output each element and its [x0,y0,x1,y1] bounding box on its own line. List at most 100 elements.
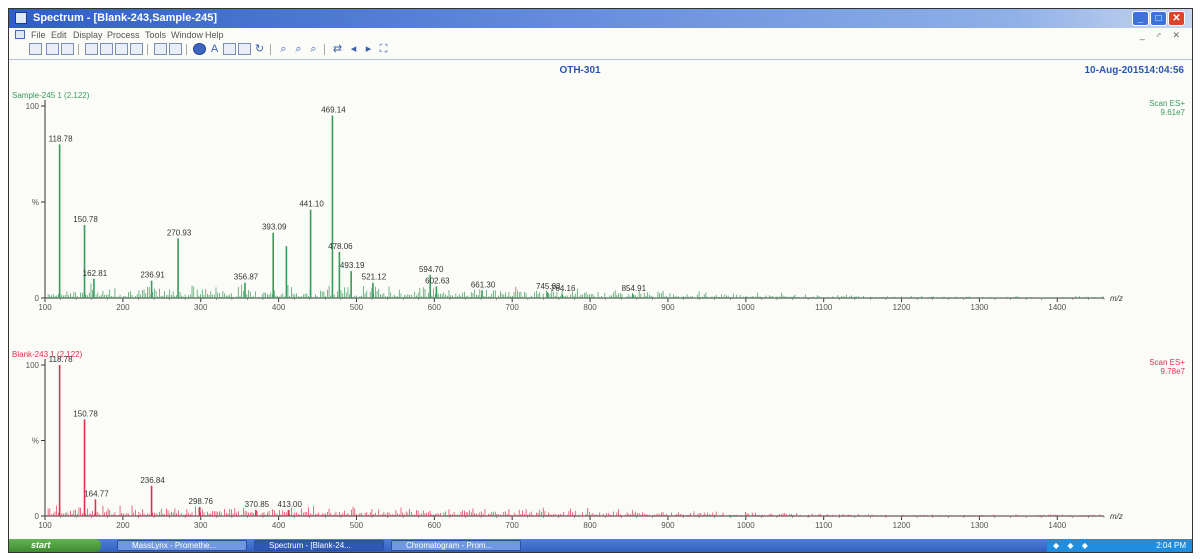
x-tick-label: 1100 [815,521,833,530]
peak-label: 270.93 [167,228,192,237]
peak-label: 236.84 [140,476,165,485]
document-icon[interactable] [15,30,25,39]
peak-label: 493.19 [340,261,365,270]
maximize-button[interactable]: □ [1150,11,1167,26]
menu-window[interactable]: Window [171,30,204,40]
x-axis-label: m/z [1110,512,1123,521]
peak-label: 602.63 [425,276,450,285]
sample-spectrum-panel[interactable]: Sample-245 1 (2.122) Scan ES+9.61e7 m/z 0% 1… [12,91,1186,312]
x-tick-label: 1300 [971,521,989,530]
pointer-icon[interactable]: ⇄ [332,43,343,55]
layout-icon[interactable] [169,43,182,55]
menu-help[interactable]: Help [205,30,224,40]
close-button[interactable]: ✕ [1168,11,1185,26]
move-right-icon[interactable]: ▸ [365,43,372,55]
peak-label: 745.03 [536,282,561,291]
peak-label: 150.78 [73,409,98,418]
x-axis-label: m/z [1110,294,1123,303]
x-tick-label: 500 [350,303,364,312]
refresh-icon[interactable]: ↻ [254,43,265,55]
y-tick-label: % [32,198,39,207]
mdi-controls[interactable]: _ ♂ ✕ [1139,30,1184,40]
x-tick-label: 500 [350,521,364,530]
open-icon[interactable] [29,43,42,55]
title-bar[interactable]: Spectrum - [Blank-243,Sample-245] _ □ ✕ [9,9,1192,28]
peak-label: 393.09 [262,223,287,232]
y-tick-label: 0 [35,294,40,303]
y-tick-label: 100 [26,102,40,111]
y-tick-label: % [32,437,39,446]
menu-edit[interactable]: Edit [51,30,67,40]
x-tick-label: 1200 [893,303,911,312]
x-tick-label: 100 [38,521,52,530]
menu-file[interactable]: File [31,30,46,40]
x-tick-label: 700 [506,303,520,312]
zoom-in-icon[interactable]: ⌕ [280,43,287,55]
edit-icon[interactable] [223,43,236,55]
window-icon[interactable] [154,43,167,55]
menu-display[interactable]: Display [73,30,103,40]
intensity-label: 9.78e7 [1161,367,1186,376]
compound-title: OTH-301 [559,65,601,76]
x-tick-label: 200 [116,521,130,530]
scan-mode-label: Scan ES+ [1149,358,1185,367]
move-left-icon[interactable]: ◂ [350,43,357,55]
menu-bar: File Edit Display Process Tools Window H… [9,28,1192,42]
baseline-noise [47,505,1104,516]
fullscreen-icon[interactable]: ⛶ [379,43,388,55]
y-tick-label: 0 [35,512,40,521]
x-tick-label: 1300 [971,303,989,312]
spectrum-display[interactable]: OTH-301 10-Aug-201514:04:56 Sample-245 1… [9,60,1192,539]
x-tick-label: 1000 [737,521,755,530]
tray-icons[interactable]: ◆ ◆ ◆ [1053,541,1091,550]
library-icon[interactable] [238,43,251,55]
x-tick-label: 900 [661,521,675,530]
menu-process[interactable]: Process [107,30,140,40]
y-tick-label: 100 [26,361,40,370]
taskbar: start MassLynx - Promethe... Spectrum - … [9,539,1192,552]
export-icon[interactable] [115,43,128,55]
x-tick-label: 100 [38,303,52,312]
toolbar: A ↻ ⌕ ⌕ ⌕ ⇄ ◂ ▸ ⛶ [9,42,1192,58]
peak-label: 521.12 [362,273,387,282]
window-title: Spectrum - [Blank-243,Sample-245] [33,12,218,24]
peak-label: 298.76 [189,497,214,506]
list-icon[interactable] [130,43,143,55]
peak-label: 118.78 [49,355,73,364]
x-tick-label: 1100 [815,303,833,312]
x-tick-label: 200 [116,303,130,312]
text-icon[interactable]: A [210,43,219,55]
zoom-y-icon[interactable]: ⌕ [310,43,317,55]
taskbar-item-chromatogram[interactable]: Chromatogram - Prom... [391,540,521,551]
taskbar-item-spectrum[interactable]: Spectrum - [Blank-24... [254,540,384,551]
paste-icon[interactable] [100,43,113,55]
blank-spectrum-panel[interactable]: Blank-243 1 (2.122) Scan ES+9.78e7 m/z 0% 10… [12,350,1186,530]
peak-label: 594.70 [419,265,444,274]
acquisition-datetime: 10-Aug-201514:04:56 [1085,65,1185,76]
print-preview-icon[interactable] [61,43,74,55]
clock: 2:04 PM [1156,541,1186,550]
menu-tools[interactable]: Tools [145,30,167,40]
scan-mode-label: Scan ES+ [1149,99,1185,108]
minimize-button[interactable]: _ [1132,11,1149,26]
x-tick-label: 900 [661,303,675,312]
peak-label: 469.14 [321,106,346,115]
peak-label: 764.16 [551,284,576,293]
peak-label: 854.91 [622,284,647,293]
x-tick-label: 1400 [1048,521,1066,530]
taskbar-item-masslynx[interactable]: MassLynx - Promethe... [117,540,247,551]
x-tick-label: 1400 [1048,303,1066,312]
print-icon[interactable] [46,43,59,55]
spectrum-window: Spectrum - [Blank-243,Sample-245] _ □ ✕ … [8,8,1193,553]
copy-icon[interactable] [85,43,98,55]
sample-label: Sample-245 1 (2.122) [12,91,90,100]
x-tick-label: 1200 [893,521,911,530]
app-icon [15,12,27,24]
zoom-x-icon[interactable]: ⌕ [295,43,302,55]
peak-detect-icon[interactable] [193,43,206,55]
start-button[interactable]: start [9,539,101,552]
system-tray: ◆ ◆ ◆ 2:04 PM [1047,539,1192,552]
peak-label: 118.78 [49,134,73,143]
x-tick-label: 400 [272,303,286,312]
peak-label: 441.10 [299,200,324,209]
